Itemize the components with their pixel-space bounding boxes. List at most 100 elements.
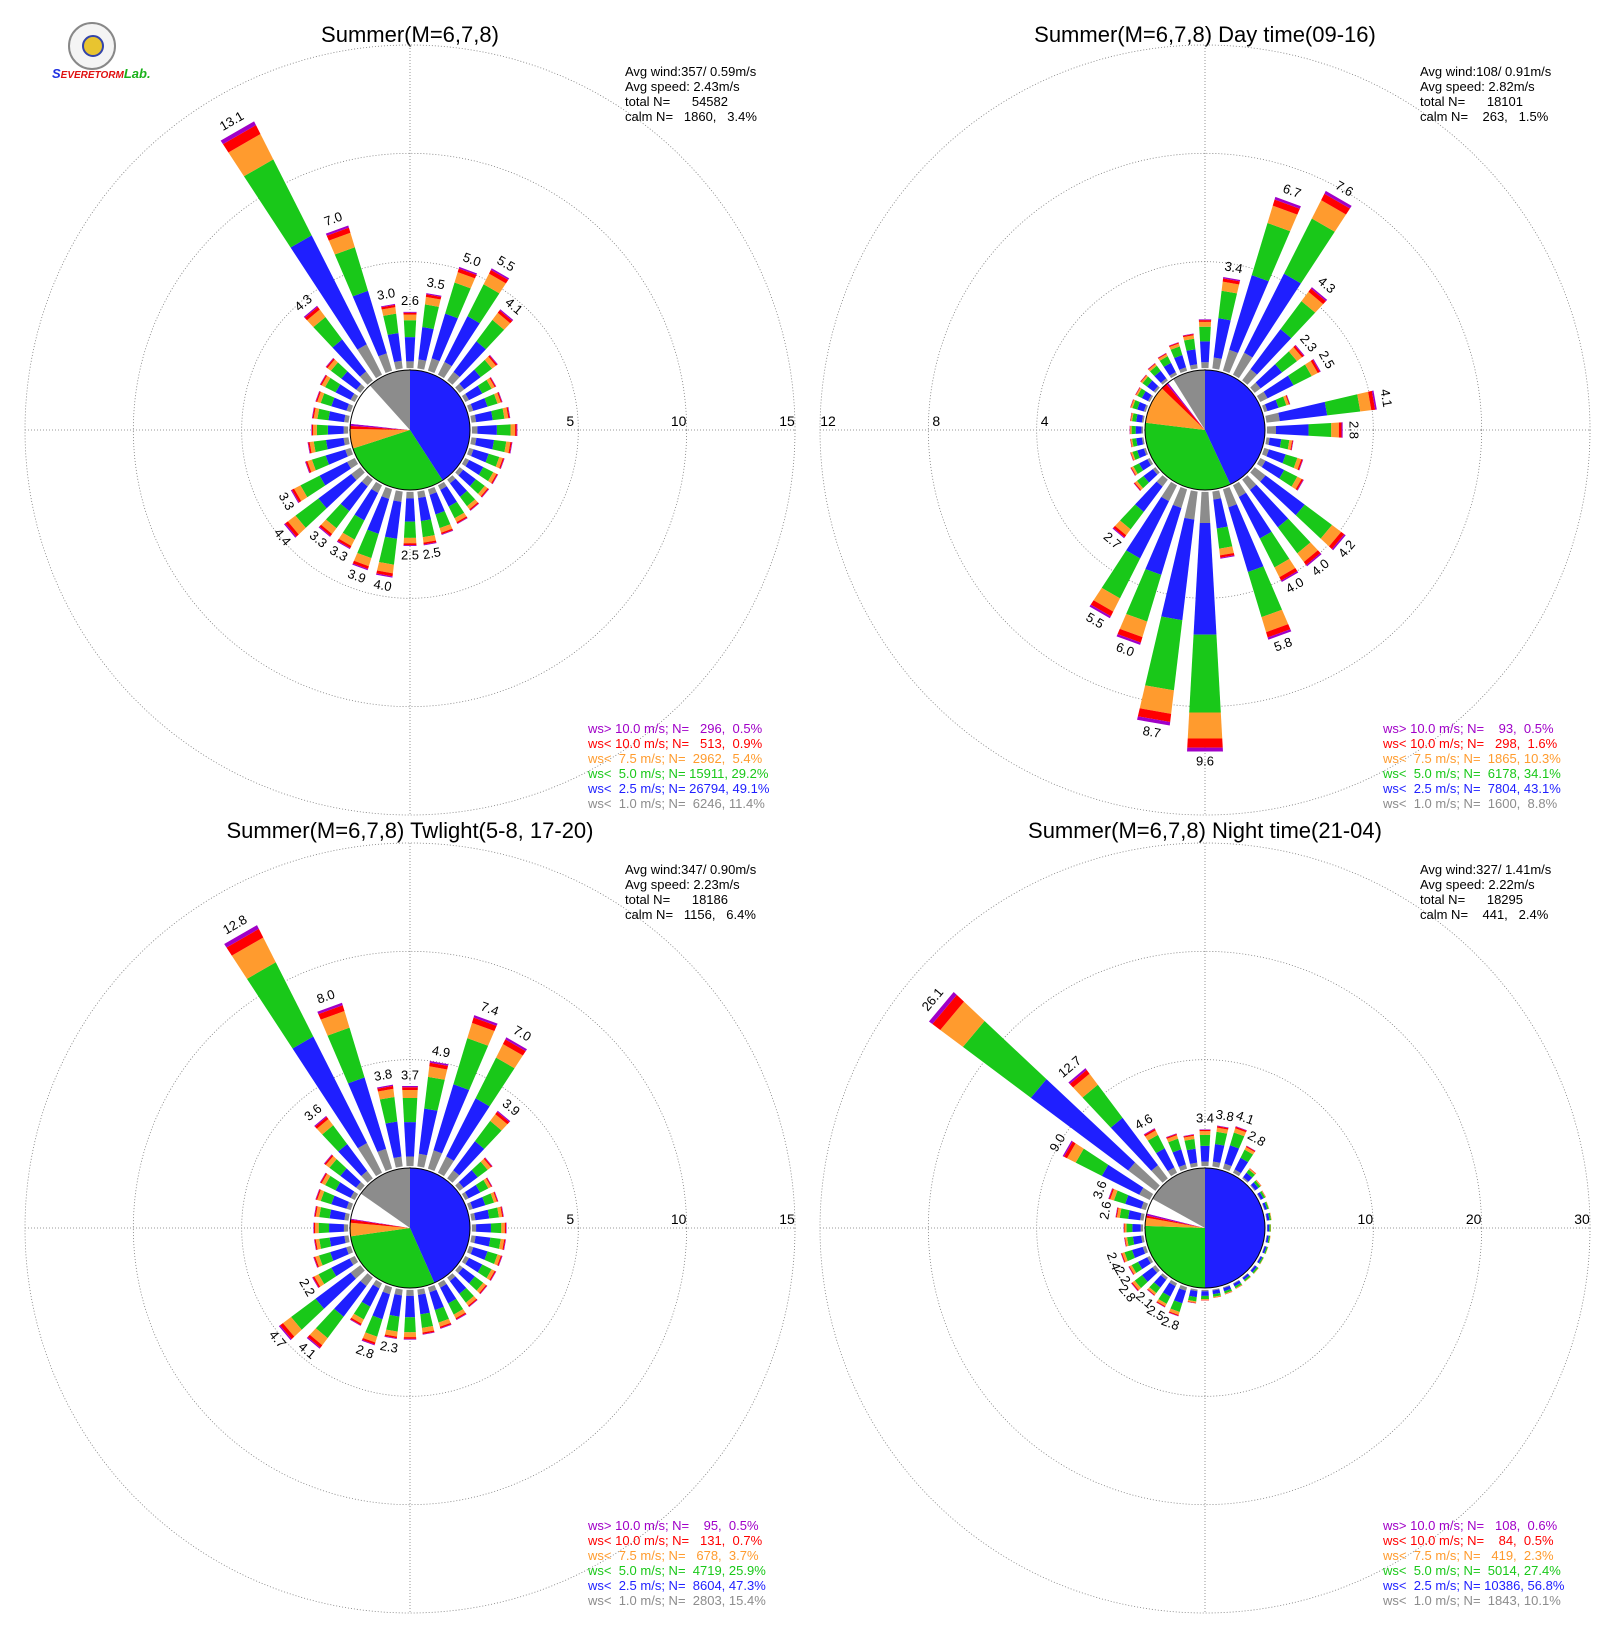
bar-segment [429,1061,449,1066]
direction-bar-320 [1068,1068,1168,1183]
bar-segment [1137,448,1147,458]
bar-segment [319,1237,332,1249]
bar-segment [1168,1311,1179,1316]
bar-segment [1126,496,1169,559]
bar-segment [417,1293,430,1315]
bar-segment [437,481,447,490]
bar-segment [499,309,514,322]
bar-segment [311,424,314,436]
bar-segment [318,1267,337,1285]
bar-segment [329,1223,344,1233]
bar-segment [1235,1284,1243,1289]
bar-segment [1132,413,1138,422]
bar-segment [1128,1266,1134,1275]
bar-segment [1224,1145,1240,1167]
bar-segment [1147,1288,1155,1296]
bar-segment [1222,486,1237,508]
bar-segment [1213,318,1231,359]
bar-segment [496,1044,523,1069]
bar-value-label: 3.5 [426,274,446,292]
bar-segment [1158,1292,1171,1304]
bar-segment [1133,483,1141,491]
bar-segment [1142,1245,1149,1254]
bar-segment [507,406,511,419]
direction-bar-60 [461,1177,493,1201]
bar-segment [497,392,503,403]
bar-segment [1183,1135,1195,1141]
bar-segment [491,473,498,484]
direction-bar-60 [461,377,497,403]
bar-segment [1279,470,1298,487]
direction-bar-10 [417,293,442,370]
bar-segment [1066,1143,1084,1163]
bar-segment [402,1098,418,1123]
pie-slice [1145,1215,1205,1228]
logo-severe: EVERE [60,70,95,81]
bar-segment [352,560,369,570]
bar-segment [1357,391,1372,412]
bar-segment [1310,359,1320,374]
bar-segment [372,1291,390,1320]
bar-value-label: 2.5 [422,544,442,562]
bar-segment [346,403,354,413]
stats-line: Avg wind:108/ 0.91m/s [1420,64,1552,79]
bar-segment [1120,1253,1125,1263]
bar-segment [1275,351,1298,373]
bar-segment [406,1289,414,1296]
bar-segment [280,1323,295,1340]
bar-segment [1255,364,1283,389]
bar-segment [1130,452,1134,461]
bar-segment [222,125,261,153]
range-ring [819,842,1591,1614]
bar-segment [484,1251,498,1265]
direction-bar-180 [403,1289,417,1340]
direction-bar-330 [220,121,383,379]
legend-entry: ws< 2.5 m/s; N= 26794, 49.1% [587,781,770,796]
direction-bar-240 [1130,457,1154,476]
bar-segment [331,1258,354,1277]
bar-segment [342,514,365,540]
bar-segment [1261,460,1285,479]
bar-segment [1121,1253,1126,1263]
bar-segment [493,1191,498,1202]
bar-segment [403,545,417,546]
bar-segment [341,371,362,390]
bar-value-label: 3.8 [1215,1107,1235,1125]
direction-bar-200 [361,1284,393,1346]
bar-segment [1213,1295,1222,1298]
bar-segment [1156,1302,1166,1308]
bar-segment [322,1125,348,1152]
bar-segment [1266,1224,1268,1232]
bar-segment [226,928,264,956]
ring-label: 10 [1358,1211,1374,1227]
bar-segment [1260,475,1305,516]
bar-segment [327,1027,365,1084]
bar-segment [492,312,511,330]
bar-segment [1133,463,1144,475]
bar-segment [1190,1288,1198,1292]
bar-segment [1140,1224,1144,1232]
bar-segment [1243,1275,1251,1282]
bar-segment [320,1011,350,1036]
bar-segment [1117,628,1143,643]
pie-slice [1145,422,1231,491]
bar-segment [1136,414,1144,423]
bar-segment [1137,716,1171,726]
pie-outline [349,1167,471,1289]
direction-bar-170 [1212,490,1235,559]
bar-segment [1189,1290,1198,1298]
bar-segment [476,319,505,350]
bar-segment [338,1144,368,1176]
bar-segment [1063,1141,1076,1159]
pie-slice [1144,1225,1205,1288]
bar-segment [1212,1143,1225,1163]
bar-segment [394,1288,403,1296]
direction-bar-40 [447,1110,511,1183]
bar-segment [385,1329,398,1337]
bar-segment [1184,338,1196,351]
bar-segment [327,425,344,435]
bar-segment [1130,451,1136,461]
pie-slice [1205,1168,1265,1288]
pie-slice [1166,382,1205,430]
